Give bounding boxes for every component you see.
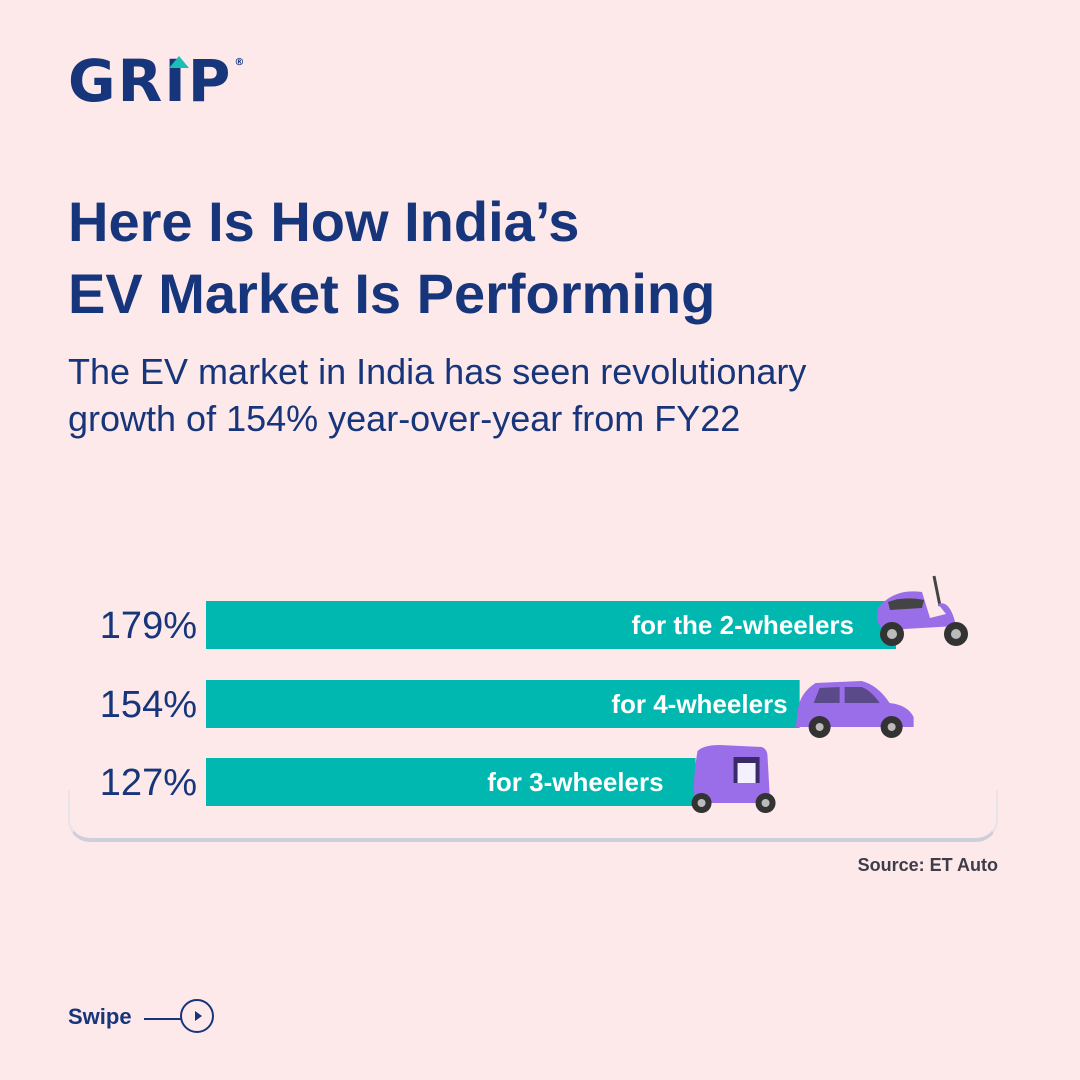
- bar-row-3: 127% for 3-wheelers: [100, 745, 776, 813]
- logo-arrow-icon: [169, 56, 189, 68]
- swipe-label: Swipe: [68, 1004, 132, 1029]
- grip-logo: GRIP ®: [68, 52, 244, 110]
- bar-row-2: 154% for 4-wheelers: [100, 680, 914, 738]
- subtitle-line-1: The EV market in India has seen revoluti…: [68, 351, 807, 392]
- source-note: Source: ET Auto: [857, 855, 998, 875]
- scooter-icon: [877, 575, 968, 646]
- bar-row-1: 179% for the 2-wheelers: [100, 575, 968, 649]
- car-icon: [795, 681, 914, 738]
- bar: [206, 680, 800, 728]
- title-line-1: Here Is How India’s: [68, 190, 580, 253]
- brand-name: GRIP: [68, 47, 233, 115]
- value-label: 179%: [100, 605, 197, 647]
- subtitle-line-2: growth of 154% year-over-year from FY22: [68, 398, 741, 439]
- category-label: for 3-wheelers: [487, 767, 663, 797]
- value-label: 127%: [100, 762, 197, 804]
- title-line-2: EV Market Is Performing: [68, 262, 716, 325]
- registered-mark: ®: [234, 57, 245, 68]
- chart-baseline: [68, 790, 998, 842]
- page-subtitle: The EV market in India has seen revoluti…: [68, 348, 1028, 442]
- swipe-next-button[interactable]: [180, 999, 214, 1033]
- value-label: 154%: [100, 684, 197, 726]
- category-label: for the 2-wheelers: [631, 610, 854, 640]
- page-title: Here Is How India’s EV Market Is Perform…: [68, 186, 1028, 330]
- swipe-line: [144, 1018, 182, 1020]
- auto-rickshaw-icon: [691, 745, 776, 813]
- bar: [206, 758, 696, 806]
- bar: [206, 601, 896, 649]
- category-label: for 4-wheelers: [611, 689, 787, 719]
